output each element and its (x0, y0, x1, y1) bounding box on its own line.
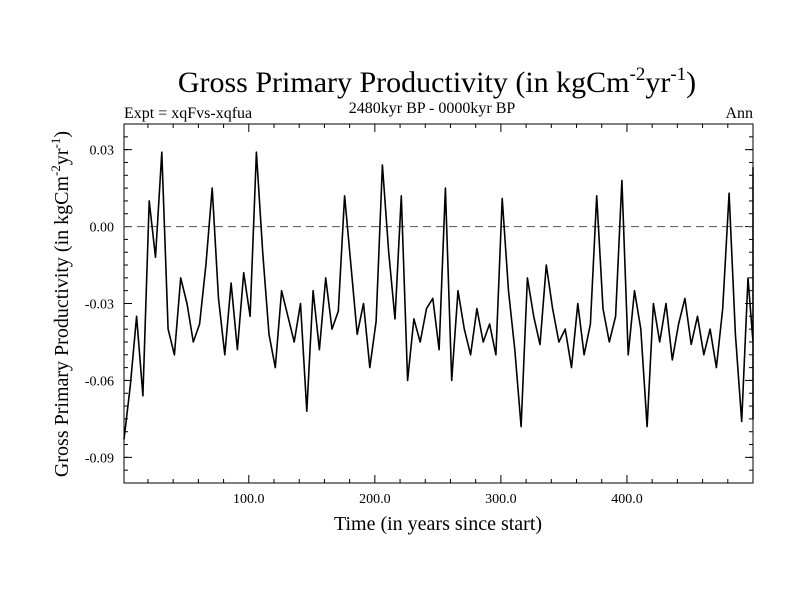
season-label: Ann (725, 105, 753, 122)
y-axis-label: Gross Primary Productivity (in kgCm-2yr-… (48, 131, 73, 477)
y-tick-label: -0.06 (85, 374, 114, 389)
x-tick-label: 200.0 (359, 492, 391, 507)
experiment-label: Expt = xqFvs-xqfua (124, 105, 252, 122)
chart-title: Gross Primary Productivity (in kgCm-2yr-… (178, 64, 696, 99)
y-tick-label: -0.03 (85, 298, 114, 313)
x-tick-label: 400.0 (611, 492, 643, 507)
x-tick-label: 100.0 (233, 492, 265, 507)
period-label: 2480kyr BP - 0000kyr BP (349, 100, 516, 117)
y-tick-label: -0.09 (85, 451, 114, 466)
y-tick-label: 0.03 (90, 144, 115, 159)
x-axis-label: Time (in years since start) (334, 513, 542, 535)
axis-ticks (124, 124, 753, 483)
y-tick-label: 0.00 (90, 221, 115, 236)
x-tick-label: 300.0 (485, 492, 517, 507)
tick-labels: 0.03 0.00 -0.03 -0.06 -0.09 100.0 200.0 300.0 40… (85, 144, 643, 507)
series-line (123, 151, 754, 440)
